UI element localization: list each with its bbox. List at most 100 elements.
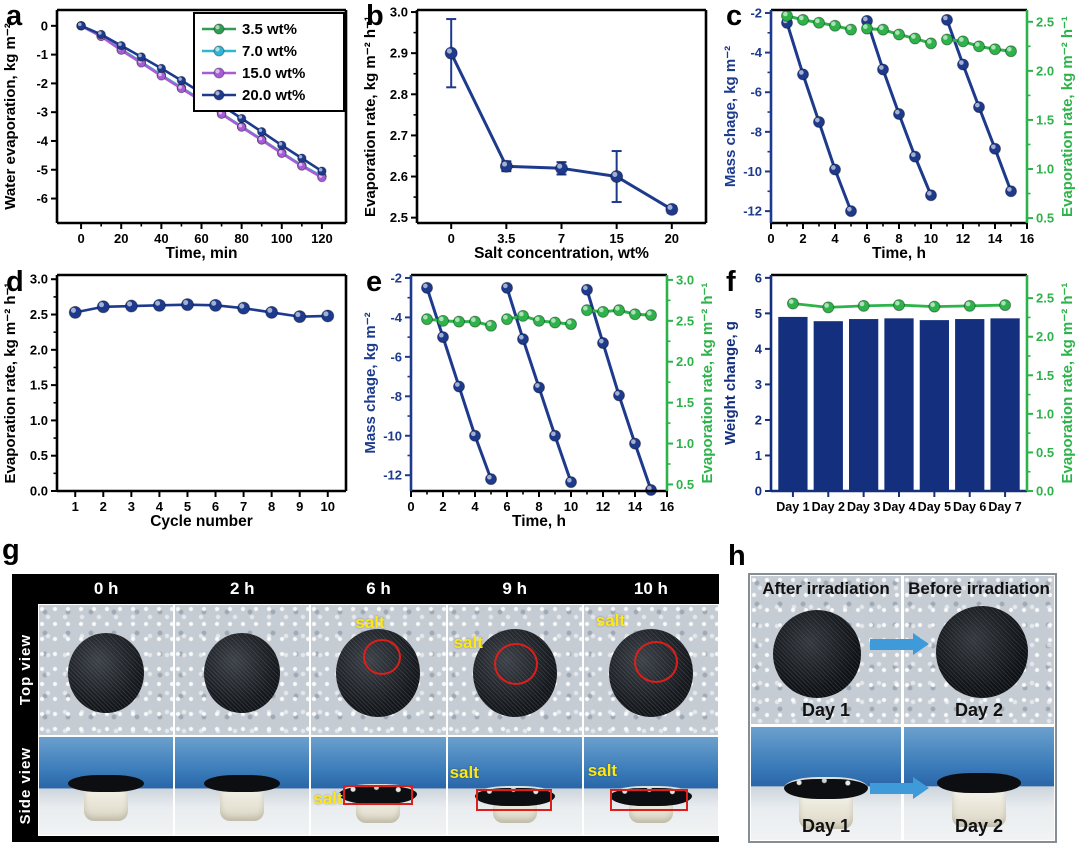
h-photo-before-irradiation-side: Day 2 (904, 727, 1054, 840)
svg-text:Day 6: Day 6 (953, 500, 986, 514)
svg-text:Evaporation rate, kg m⁻² h⁻¹: Evaporation rate, kg m⁻² h⁻¹ (1059, 283, 1076, 484)
g-photo-side-9h: salt (446, 736, 583, 836)
svg-text:20: 20 (665, 231, 679, 246)
svg-text:6: 6 (755, 270, 762, 285)
panel-letter-c: c (726, 0, 743, 32)
svg-text:-8: -8 (390, 389, 402, 404)
svg-text:0: 0 (77, 231, 84, 246)
svg-text:Evaporation rate, kg m⁻² h⁻¹: Evaporation rate, kg m⁻² h⁻¹ (2, 283, 19, 484)
svg-text:2.8: 2.8 (390, 87, 408, 102)
svg-text:Day 1: Day 1 (776, 500, 809, 514)
svg-text:2: 2 (439, 499, 446, 514)
svg-text:1: 1 (755, 448, 762, 463)
svg-text:-4: -4 (36, 133, 48, 148)
svg-text:Water evaporation, kg m⁻²: Water evaporation, kg m⁻² (2, 23, 19, 210)
svg-text:Day 2: Day 2 (812, 500, 845, 514)
svg-text:-5: -5 (36, 162, 48, 177)
salt-label: salt (313, 789, 343, 808)
svg-text:Salt concentration, wt%: Salt concentration, wt% (474, 245, 649, 262)
svg-text:4: 4 (755, 341, 763, 356)
g-corner (12, 574, 38, 604)
salt-red-rect (609, 789, 688, 811)
svg-text:3: 3 (128, 499, 135, 514)
svg-text:2.0: 2.0 (1036, 329, 1054, 344)
svg-text:2: 2 (799, 231, 806, 246)
svg-text:Time, h: Time, h (512, 513, 566, 530)
side-view-label: Side view (16, 747, 34, 825)
svg-text:Cycle number: Cycle number (150, 513, 253, 530)
h-photo-after-irradiation-top: After irradiation Day 1 (751, 576, 901, 724)
top-view-label: Top view (16, 634, 34, 706)
chart-d-rate-vs-cycle: 1 2 3 4 5 6 7 8 9 10 0.0 0.5 1.0 1.5 2.0 2.5 3.0 Cycle nu… (2, 272, 348, 530)
svg-text:2: 2 (755, 412, 762, 427)
salt-red-circle (633, 641, 678, 683)
svg-text:100: 100 (271, 231, 293, 246)
svg-text:Day 4: Day 4 (882, 500, 915, 514)
panel-c: 0 2 4 6 8 10 12 14 16 -2 -4 -6 -8 -10 -12 0.5 1.0 1.5 2.0 2… (720, 0, 1080, 270)
chart-c-mass-cycles: 0 2 4 6 8 10 12 14 16 -2 -4 -6 -8 -10 -12 0.5 1.0 1.5 2.0 2… (722, 5, 1076, 262)
panel-letter-b: b (366, 0, 384, 32)
salt-red-rect (343, 785, 414, 805)
svg-text:15: 15 (609, 231, 623, 246)
g-time-header-9h: 9 h (446, 574, 583, 604)
svg-text:Mass chage, kg m⁻²: Mass chage, kg m⁻² (722, 46, 739, 187)
svg-text:6: 6 (863, 231, 870, 246)
svg-text:-6: -6 (750, 85, 762, 100)
svg-text:-2: -2 (750, 5, 762, 20)
svg-text:3.5 wt%: 3.5 wt% (242, 21, 297, 38)
g-time-header-2h: 2 h (174, 574, 311, 604)
panel-a: 0 20 40 60 80 100 120 0 -1 -2 -3 -4 -5 -6 Time, min Wat… (0, 0, 360, 270)
evaporator-disc-side-view (204, 775, 281, 792)
svg-text:1: 1 (72, 499, 79, 514)
svg-text:-6: -6 (390, 349, 402, 364)
svg-text:2.5: 2.5 (1036, 291, 1054, 306)
svg-text:14: 14 (988, 231, 1003, 246)
evaporator-disc-top-view (204, 632, 281, 713)
svg-text:9: 9 (296, 499, 303, 514)
g-photo-side-10h: salt (582, 736, 719, 836)
svg-text:-4: -4 (750, 45, 762, 60)
day-caption: Day 1 (801, 816, 851, 836)
evaporator-disc-top-view (773, 610, 861, 698)
svg-text:1.0: 1.0 (1036, 406, 1054, 421)
right-arrow-icon (870, 633, 929, 655)
svg-text:4: 4 (471, 499, 479, 514)
svg-text:0: 0 (767, 231, 774, 246)
svg-text:Day 3: Day 3 (847, 500, 880, 514)
svg-text:6: 6 (503, 499, 510, 514)
svg-text:-6: -6 (36, 191, 48, 206)
svg-text:7: 7 (558, 231, 565, 246)
svg-text:Time, min: Time, min (165, 245, 237, 262)
panel-f: Day 1 Day 2 Day 3 Day 4 Day 5 Day 6 Day 7 0 1 2 3 4… (720, 265, 1080, 538)
g-photo-top-0h (38, 604, 175, 736)
svg-text:2.6: 2.6 (390, 169, 408, 184)
svg-text:12: 12 (596, 499, 610, 514)
g-photo-side-2h (174, 736, 311, 836)
g-photo-side-6h: salt (310, 736, 447, 836)
svg-text:1.0: 1.0 (676, 436, 694, 451)
svg-text:20.0 wt%: 20.0 wt% (242, 87, 305, 104)
g-photo-top-6h: salt (310, 604, 447, 736)
svg-text:4: 4 (156, 499, 164, 514)
day-caption: Day 1 (801, 700, 851, 720)
salt-label: salt (595, 611, 626, 630)
g-photo-top-9h: salt (446, 604, 583, 736)
svg-text:1.0: 1.0 (30, 413, 48, 428)
svg-text:-2: -2 (36, 76, 48, 91)
svg-text:1.5: 1.5 (676, 395, 694, 410)
svg-text:16: 16 (1020, 231, 1034, 246)
svg-text:-12: -12 (743, 204, 762, 219)
svg-text:15.0 wt%: 15.0 wt% (242, 65, 305, 82)
svg-text:2: 2 (100, 499, 107, 514)
svg-text:10: 10 (321, 499, 335, 514)
panel-g-photo-grid: 0 h 2 h 6 h 9 h 10 h Top view salt salt … (12, 574, 719, 842)
day-caption: Day 2 (954, 700, 1004, 720)
before-irradiation-label: Before irradiation (908, 579, 1050, 598)
svg-text:Time, h: Time, h (872, 245, 926, 262)
g-photo-side-0h (38, 736, 175, 836)
svg-text:Evaporation rate, kg m⁻² h⁻¹: Evaporation rate, kg m⁻² h⁻¹ (699, 283, 716, 484)
svg-text:0: 0 (41, 18, 48, 33)
svg-text:1.5: 1.5 (1036, 112, 1054, 127)
svg-text:-12: -12 (383, 468, 402, 483)
svg-text:Weight change, g: Weight change, g (722, 321, 739, 445)
